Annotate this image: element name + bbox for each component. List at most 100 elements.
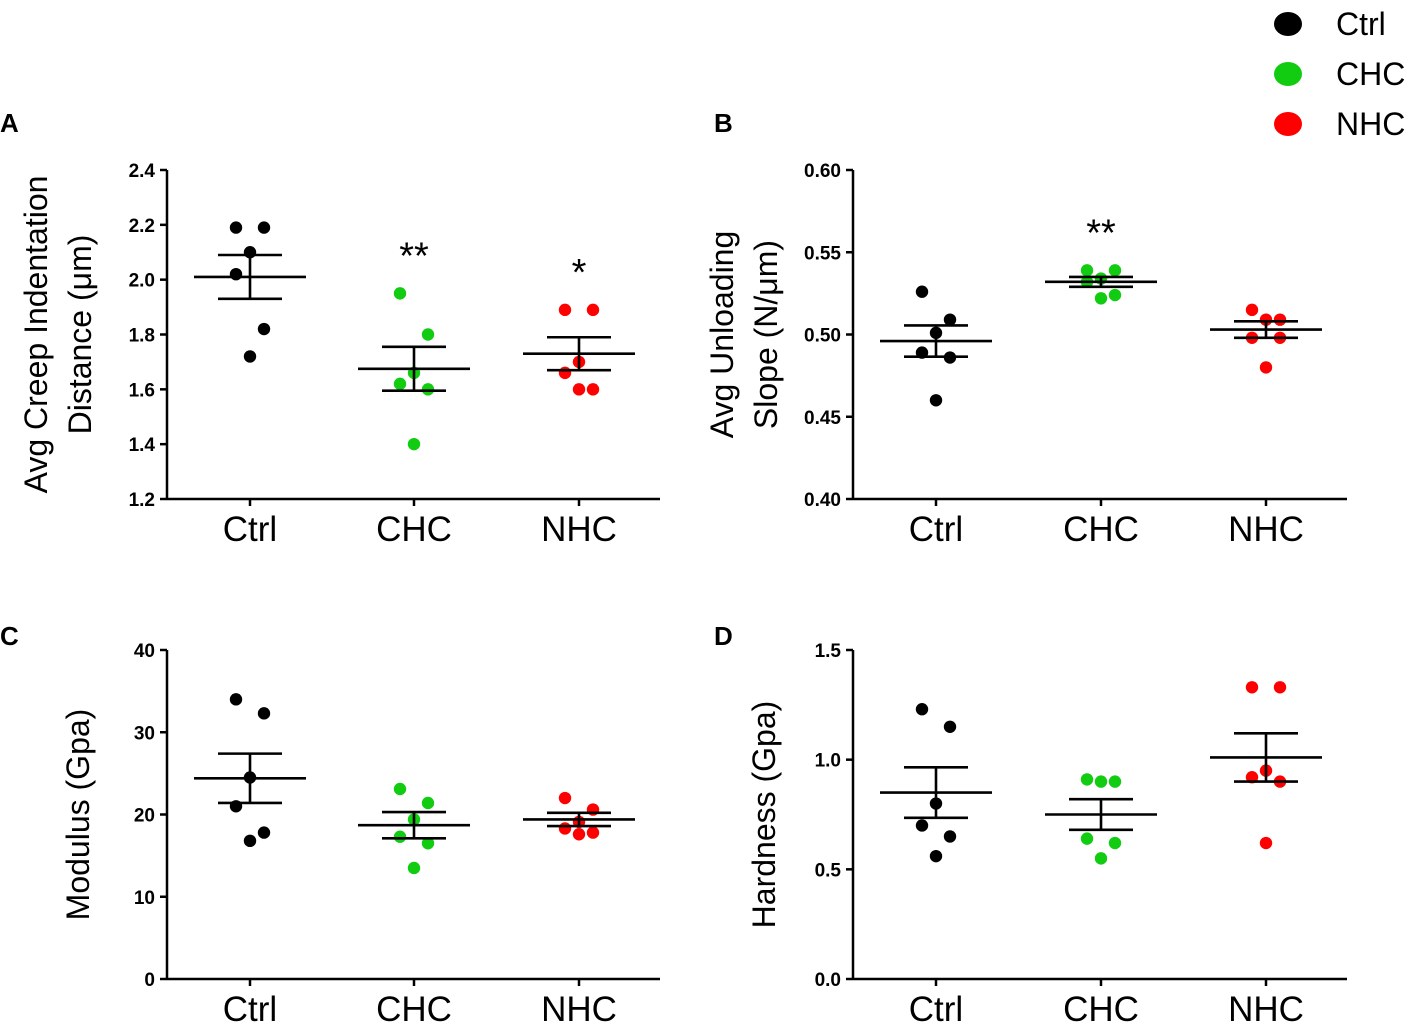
panel-b-point-chc xyxy=(1094,292,1108,305)
panel-b-point-ctrl xyxy=(929,394,943,407)
panel-d-label: D xyxy=(714,621,733,651)
panel-b-category-label-ctrl: Ctrl xyxy=(909,510,963,549)
panel-a-y-tick-label: 1.2 xyxy=(129,490,155,511)
panel-c-y-tick-label: 0 xyxy=(144,970,155,991)
panel-c-point-nhc xyxy=(558,791,572,805)
panel-c-point-nhc xyxy=(586,826,600,839)
panel-a-point-ctrl xyxy=(229,267,243,281)
panel-b-y-tick-label: 0.55 xyxy=(804,243,841,264)
panel-a-point-chc xyxy=(421,383,435,396)
panel-d-point-ctrl xyxy=(943,830,957,843)
panel-b-point-nhc xyxy=(1273,313,1287,326)
panel-c-label: C xyxy=(0,621,19,651)
panel-d-point-chc xyxy=(1080,773,1094,786)
panel-a-category-label-nhc: NHC xyxy=(541,510,617,549)
panel-d: D 0.0 0.5 1.0 1.5 Ctrl CHC NHC Hardness (Gpa) xyxy=(714,621,1347,1029)
panel-c-category-label-ctrl: Ctrl xyxy=(223,990,277,1029)
panel-c-point-ctrl xyxy=(229,693,243,706)
panel-a-y-tick-label: 1.4 xyxy=(129,435,156,456)
panel-c-point-nhc xyxy=(558,822,572,835)
panel-c: C 0 10 20 30 40 Ctrl CHC NHC Modulus (Gpa) xyxy=(0,621,660,1029)
panel-d-point-chc xyxy=(1094,775,1108,788)
panel-a-point-chc xyxy=(393,377,407,391)
panel-a-label: A xyxy=(0,108,19,138)
legend-marker-chc xyxy=(1274,62,1302,86)
panel-c-point-ctrl xyxy=(257,707,271,720)
legend-marker-nhc xyxy=(1274,112,1302,136)
panel-d-category-label-ctrl: Ctrl xyxy=(909,990,963,1029)
panel-b-y-tick-label: 0.60 xyxy=(804,161,841,182)
panel-a-point-ctrl xyxy=(257,322,271,336)
panel-a-y-tick-label: 2.4 xyxy=(129,161,156,182)
panel-b-point-chc xyxy=(1108,264,1122,277)
panel-c-category-label-nhc: NHC xyxy=(541,990,617,1029)
panel-b-y-axis-title: Avg Unloading xyxy=(704,231,740,439)
panel-a-point-chc xyxy=(421,328,435,341)
panel-d-category-label-chc: CHC xyxy=(1063,990,1139,1029)
panel-a-y-axis-title: Distance (μm) xyxy=(62,235,98,435)
panel-d-y-tick-label: 0.5 xyxy=(815,860,842,881)
panel-a-y-tick-label: 2.0 xyxy=(129,271,155,292)
panel-d-point-nhc xyxy=(1273,681,1287,694)
panel-d-point-nhc xyxy=(1259,836,1273,850)
panel-a-point-chc xyxy=(393,287,407,300)
panel-a: A 1.2 1.4 1.6 1.8 2.0 2.2 2.4 Ctrl CHC NHC Avg Cre… xyxy=(0,108,660,549)
panel-d-point-ctrl xyxy=(915,703,929,716)
panel-d-y-axis-title: Hardness (Gpa) xyxy=(746,701,782,929)
panel-d-point-chc xyxy=(1080,832,1094,845)
panel-b-point-nhc xyxy=(1259,361,1273,374)
panel-a-y-axis-title: Avg Creep Indentation xyxy=(18,176,54,494)
panel-c-y-tick-label: 10 xyxy=(134,888,155,909)
legend-label-ctrl: Ctrl xyxy=(1336,6,1386,42)
panel-a-significance-chc: ** xyxy=(399,235,429,277)
panel-c-y-axis-title: Modulus (Gpa) xyxy=(60,709,96,921)
panel-d-point-ctrl xyxy=(915,819,929,832)
panel-a-significance-nhc: * xyxy=(572,252,587,294)
panel-a-point-nhc xyxy=(572,383,586,396)
panel-a-point-nhc xyxy=(586,303,600,317)
panel-c-y-tick-label: 20 xyxy=(134,806,155,827)
panel-c-point-chc xyxy=(393,830,407,843)
panel-c-point-chc xyxy=(407,861,421,875)
panel-a-category-label-ctrl: Ctrl xyxy=(223,510,277,549)
panel-a-point-ctrl xyxy=(229,221,243,234)
panel-d-point-ctrl xyxy=(929,849,943,863)
panel-c-y-tick-label: 40 xyxy=(134,641,155,662)
panel-b-y-axis-title: Slope (N/μm) xyxy=(748,240,784,429)
panel-c-category-label-chc: CHC xyxy=(376,990,452,1029)
panel-a-point-nhc xyxy=(558,303,572,317)
panel-a-point-ctrl xyxy=(257,221,271,234)
panel-b-point-chc xyxy=(1108,288,1122,302)
panel-c-point-chc xyxy=(393,782,407,796)
panel-d-point-nhc xyxy=(1245,681,1259,694)
panel-b-y-tick-label: 0.45 xyxy=(804,408,841,429)
panel-d-y-tick-label: 1.5 xyxy=(815,641,842,662)
panel-d-point-chc xyxy=(1094,852,1108,865)
legend-label-nhc: NHC xyxy=(1336,106,1405,142)
panel-b-significance-chc: ** xyxy=(1086,212,1116,254)
panel-b-point-ctrl xyxy=(943,313,957,326)
panel-a-y-tick-label: 1.6 xyxy=(129,380,155,401)
panel-b: B 0.40 0.45 0.50 0.55 0.60 Ctrl CHC NHC Avg Unlo… xyxy=(704,108,1347,549)
panel-b-point-nhc xyxy=(1245,303,1259,317)
panel-d-y-tick-label: 0.0 xyxy=(815,970,841,991)
legend-marker-ctrl xyxy=(1274,12,1302,36)
panel-a-y-tick-label: 1.8 xyxy=(129,326,155,347)
legend-label-chc: CHC xyxy=(1336,56,1405,92)
panel-c-point-nhc xyxy=(572,828,586,841)
panel-d-point-chc xyxy=(1108,836,1122,850)
panel-d-point-ctrl xyxy=(943,720,957,733)
panel-c-point-chc xyxy=(421,837,435,850)
panel-b-y-tick-label: 0.50 xyxy=(804,326,841,347)
panel-b-point-ctrl xyxy=(915,285,929,298)
panel-a-point-ctrl xyxy=(243,350,257,363)
panel-b-point-nhc xyxy=(1259,313,1273,326)
panel-a-point-nhc xyxy=(558,366,572,380)
legend: Ctrl CHC NHC xyxy=(1274,6,1405,142)
panel-b-label: B xyxy=(714,108,733,138)
panel-a-y-tick-label: 2.2 xyxy=(129,216,155,237)
panel-c-point-ctrl xyxy=(243,834,257,848)
panel-d-y-tick-label: 1.0 xyxy=(815,751,841,772)
panel-c-point-ctrl xyxy=(257,826,271,839)
